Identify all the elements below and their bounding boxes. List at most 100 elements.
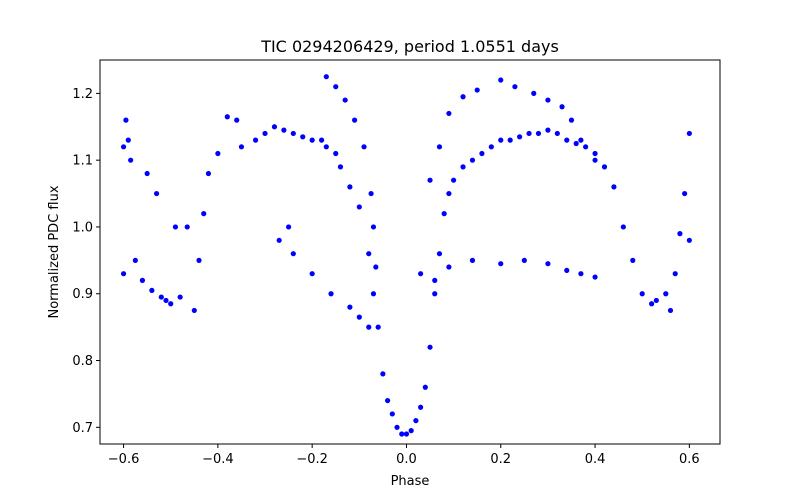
- data-point: [686, 130, 692, 137]
- x-tick-label: −0.6: [108, 452, 140, 467]
- data-point: [224, 114, 230, 120]
- data-point: [611, 184, 617, 190]
- outlier-point: [474, 87, 480, 93]
- data-point: [120, 271, 127, 277]
- data-point: [517, 134, 523, 140]
- data-point: [583, 144, 589, 150]
- outlier-point: [578, 137, 584, 143]
- data-point: [177, 294, 183, 300]
- data-point: [168, 301, 174, 307]
- plot-frame: [99, 59, 721, 445]
- data-point: [281, 127, 287, 133]
- data-point: [620, 224, 626, 230]
- data-point: [554, 130, 560, 137]
- data-point: [639, 291, 645, 297]
- data-point: [158, 294, 164, 300]
- outlier-point: [469, 257, 476, 263]
- outlier-point: [370, 224, 377, 230]
- outlier-point: [373, 264, 379, 270]
- data-point: [446, 190, 452, 197]
- data-point: [677, 231, 683, 237]
- data-point: [319, 137, 325, 143]
- outlier-point: [366, 324, 372, 330]
- data-point: [262, 130, 268, 137]
- data-point: [356, 204, 362, 210]
- data-point: [663, 291, 669, 297]
- outlier-point: [531, 90, 537, 96]
- data-point: [144, 170, 150, 177]
- data-point: [432, 291, 438, 297]
- outlier-point: [427, 177, 433, 183]
- data-point: [149, 287, 155, 293]
- y-axis-label: Normalized PDC flux: [47, 185, 62, 318]
- data-point: [672, 271, 678, 277]
- x-axis: −0.6 −0.4 −0.2 0.0 0.2 0.4 0.6: [108, 444, 700, 467]
- data-point: [271, 124, 278, 130]
- y-tick-label: 1.1: [72, 154, 93, 169]
- data-point: [370, 291, 377, 297]
- y-tick-label: 0.7: [72, 421, 93, 436]
- x-tick-label: 0.2: [490, 452, 511, 467]
- data-point: [172, 224, 179, 230]
- data-point: [123, 117, 129, 123]
- outlier-point: [436, 144, 443, 150]
- data-point: [196, 257, 202, 263]
- outlier-point: [361, 144, 367, 150]
- data-points: [120, 74, 692, 437]
- y-axis: 0.7 0.8 0.9 1.0 1.1 1.2: [72, 87, 100, 436]
- data-point: [498, 137, 504, 143]
- data-point: [507, 137, 513, 143]
- data-point: [573, 140, 579, 147]
- outlier-point: [368, 190, 374, 197]
- data-point: [153, 190, 160, 197]
- data-point: [375, 324, 381, 330]
- outlier-point: [432, 277, 438, 283]
- outlier-point: [309, 271, 315, 277]
- data-point: [427, 344, 433, 350]
- outlier-point: [545, 97, 551, 103]
- x-tick-label: 0.4: [585, 452, 606, 467]
- data-point: [205, 170, 212, 177]
- data-point: [184, 224, 190, 230]
- x-tick-label: −0.2: [296, 452, 328, 467]
- data-point: [333, 150, 339, 157]
- data-point: [139, 277, 146, 283]
- data-point: [408, 428, 414, 434]
- data-point: [394, 424, 400, 430]
- data-point: [469, 157, 476, 163]
- chart-title: TIC 0294206429, period 1.0551 days: [260, 37, 559, 56]
- data-point: [451, 177, 457, 183]
- data-point: [460, 164, 466, 170]
- outlier-point: [446, 264, 452, 270]
- data-point: [488, 144, 494, 150]
- data-point: [418, 404, 424, 410]
- data-point: [403, 431, 410, 437]
- outlier-point: [545, 261, 551, 267]
- data-point: [252, 137, 259, 143]
- outlier-point: [512, 84, 518, 90]
- data-point: [234, 117, 240, 123]
- data-point: [125, 137, 131, 143]
- data-point: [290, 130, 296, 137]
- data-point: [300, 134, 306, 140]
- outlier-point: [323, 74, 329, 80]
- outlier-point: [333, 84, 339, 90]
- data-point: [436, 251, 443, 257]
- data-point: [323, 144, 329, 150]
- data-point: [120, 144, 127, 150]
- data-point: [630, 257, 636, 263]
- outlier-point: [342, 97, 348, 103]
- data-point: [422, 384, 428, 390]
- outlier-point: [578, 271, 584, 277]
- data-point: [649, 301, 655, 307]
- outlier-point: [592, 157, 598, 163]
- data-point: [191, 307, 197, 314]
- data-point: [347, 184, 353, 190]
- outlier-point: [328, 291, 334, 297]
- data-point: [535, 130, 542, 137]
- data-point: [309, 137, 315, 143]
- outlier-point: [564, 267, 570, 273]
- y-tick-label: 0.9: [72, 287, 93, 302]
- data-point: [682, 190, 688, 197]
